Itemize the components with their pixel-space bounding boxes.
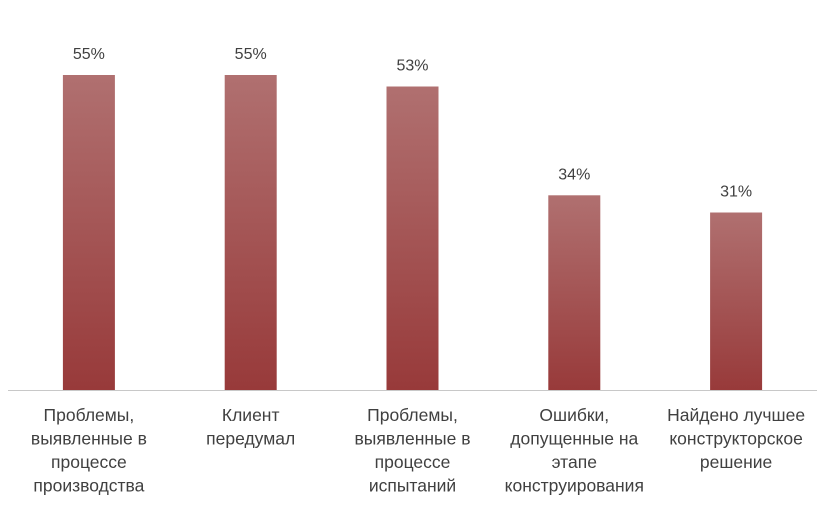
category-label-line: Ошибки, [539,405,609,425]
category-label-line: процессе [375,452,451,472]
data-label-1: 55% [235,46,267,63]
category-label-0: Проблемы, выявленные в процессе производств… [31,405,147,496]
category-label-2: Проблемы, выявленные в процессе испытаний [355,405,471,496]
category-label-line: этапе [552,452,597,472]
bar-0 [62,75,115,390]
category-label-line: Проблемы, [367,405,458,425]
category-label-line: Найдено лучшее [667,405,805,425]
data-label-2: 53% [396,58,428,75]
category-label-4: Найдено лучшее конструкторское решение [667,405,805,472]
data-label-4: 31% [720,184,752,201]
category-label-line: испытаний [369,476,456,496]
data-label-3: 34% [558,166,590,183]
data-label-0: 55% [73,46,105,63]
bar-4 [710,212,763,390]
category-label-line: конструирования [505,476,644,496]
bars-layer [62,75,763,390]
value-labels-layer: 55% 55% 53% 34% 31% [73,46,752,201]
category-label-line: Клиент [222,405,280,425]
category-label-line: процессе [51,452,127,472]
category-label-line: допущенные на [510,429,638,449]
category-label-line: Проблемы, [44,405,135,425]
category-label-line: решение [700,452,772,472]
category-label-1: Клиент передумал [206,405,295,449]
category-label-line: передумал [206,429,295,449]
bar-1 [224,75,277,390]
bar-3 [548,195,601,390]
category-label-line: выявленные в [355,429,471,449]
category-labels-layer: Проблемы, выявленные в процессе производств… [31,405,805,496]
category-label-3: Ошибки, допущенные на этапе конструирования [505,405,644,496]
bar-2 [386,86,439,390]
category-label-line: конструкторское [669,429,803,449]
category-label-line: производства [33,476,144,496]
category-label-line: выявленные в [31,429,147,449]
